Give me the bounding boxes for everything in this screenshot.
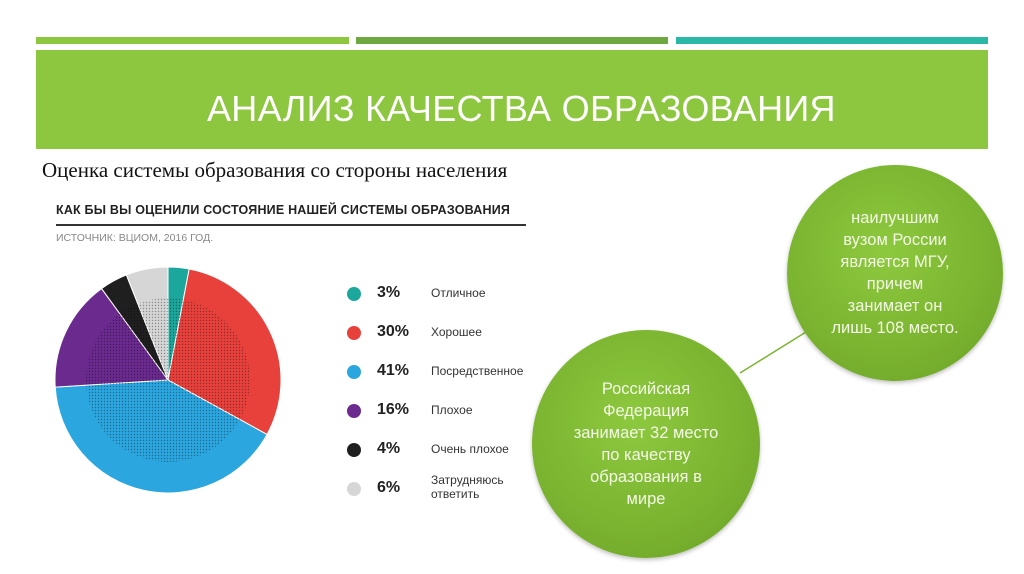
legend-value: 41%	[377, 362, 410, 379]
slide-subtitle: Оценка системы образования со стороны на…	[42, 158, 508, 182]
legend-value: 3%	[377, 284, 401, 301]
legend-value: 4%	[377, 440, 401, 457]
info-bubble-msu: наилучшим вузом России является МГУ, при…	[787, 165, 1003, 381]
pie-slice-inner-2	[168, 299, 251, 420]
chart-title-rule	[56, 224, 526, 226]
legend-item: 6% Затрудняюсь ответить	[345, 473, 545, 505]
legend-value: 16%	[377, 401, 410, 418]
legend-label: Отличное	[431, 286, 486, 300]
accent-bar-2	[356, 37, 668, 44]
pie-slice-inner-5	[119, 303, 168, 380]
legend-label: Затрудняюсь ответить	[431, 473, 504, 501]
legend-swatch	[347, 482, 361, 496]
legend-item: 4% Очень плохое	[345, 436, 545, 466]
pie-chart	[54, 266, 282, 494]
legend-value: 6%	[377, 479, 401, 496]
info-bubble-msu-text: наилучшим вузом России является МГУ, при…	[831, 209, 959, 337]
legend-item: 41% Посредственное	[345, 358, 545, 388]
legend-label: Хорошее	[431, 325, 482, 339]
accent-bar-3	[676, 37, 988, 44]
title-band	[36, 50, 988, 149]
legend-swatch	[347, 365, 361, 379]
legend-item: 30% Хорошее	[345, 319, 545, 349]
pie-slice-inner-1	[168, 298, 184, 380]
legend-value: 30%	[377, 323, 410, 340]
info-bubble-russia-text: Российская Федерация занимает 32 место п…	[573, 380, 719, 508]
legend-label: Очень плохое	[431, 442, 509, 456]
legend-swatch	[347, 287, 361, 301]
legend-label: Плохое	[431, 403, 473, 417]
chart-source: ИСТОЧНИК: ВЦИОМ, 2016 ГОД.	[56, 232, 214, 244]
legend-swatch	[347, 326, 361, 340]
info-bubble-russia: Российская Федерация занимает 32 место п…	[532, 330, 760, 558]
legend-swatch	[347, 443, 361, 457]
pie-slice-inner-3	[86, 380, 240, 463]
slide-title: АНАЛИЗ КАЧЕСТВА ОБРАЗОВАНИЯ	[207, 88, 836, 129]
legend-swatch	[347, 404, 361, 418]
legend-label: Посредственное	[431, 364, 524, 378]
accent-bar-1	[36, 37, 349, 44]
chart-title: КАК БЫ ВЫ ОЦЕНИЛИ СОСТОЯНИЕ НАШЕЙ СИСТЕМ…	[56, 203, 511, 217]
legend-item: 16% Плохое	[345, 397, 545, 427]
pie-slice-inner-6	[137, 298, 168, 380]
legend-item: 3% Отличное	[345, 280, 545, 310]
pie-slice-inner-4	[85, 313, 168, 386]
